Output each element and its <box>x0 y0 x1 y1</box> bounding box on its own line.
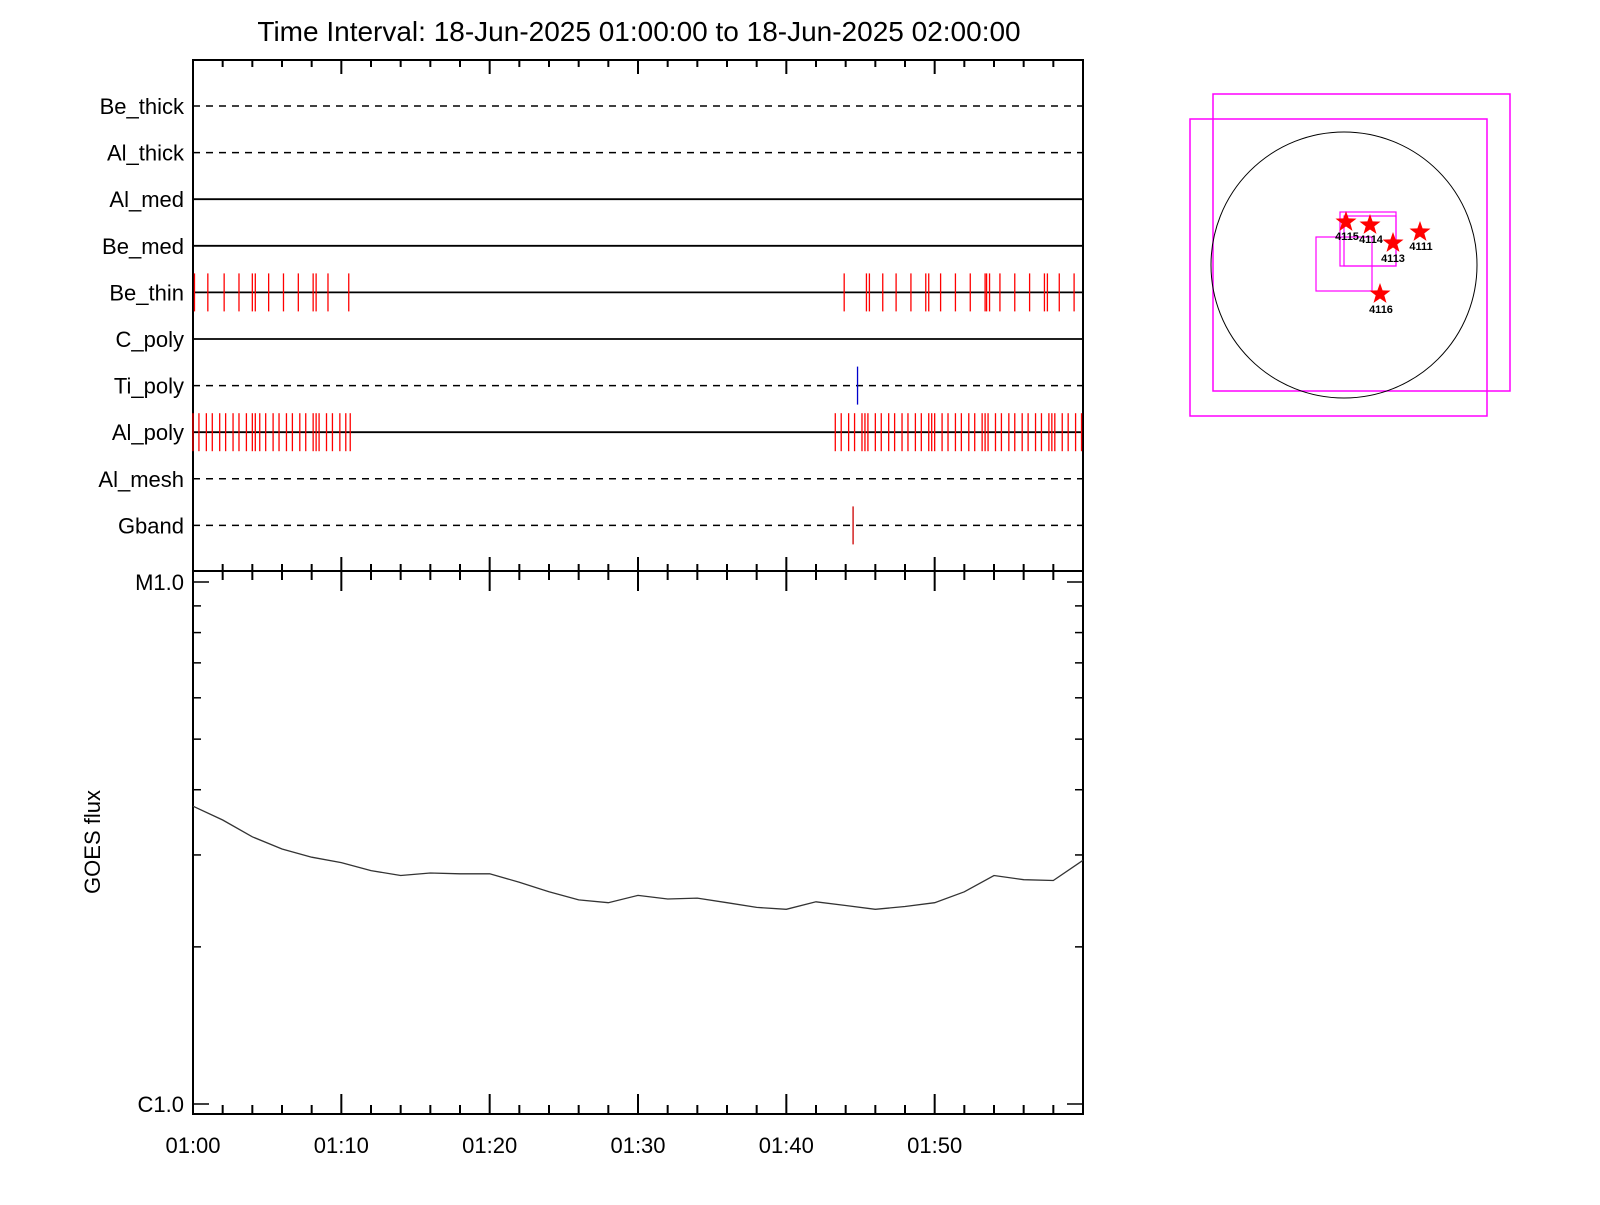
fov-box <box>1189 118 1488 417</box>
x-tick-label: 01:00 <box>165 1133 220 1158</box>
goes-flux-line <box>192 805 1084 910</box>
channel-al-mesh: Al_mesh <box>98 467 1083 492</box>
channel-label: Be_thin <box>109 280 184 305</box>
star-marker <box>1359 214 1381 234</box>
channel-label: Be_thick <box>100 94 185 119</box>
active-region-label: 4113 <box>1381 253 1405 265</box>
filter-panel: Be_thick Al_thick Al_med Be_med Be_thin C_pol… <box>98 59 1084 572</box>
chart-title: Time Interval: 18-Jun-2025 01:00:00 to 1… <box>257 16 1020 47</box>
channel-ti-poly: Ti_poly <box>114 366 1083 405</box>
channel-label: Gband <box>118 513 184 538</box>
active-region-label: 4116 <box>1369 304 1393 316</box>
channel-al-thick: Al_thick <box>107 141 1083 166</box>
channel-label: C_poly <box>116 327 184 352</box>
x-tick-label: 01:20 <box>462 1133 517 1158</box>
star-marker <box>1382 232 1404 252</box>
star-marker <box>1335 211 1357 231</box>
active-region-4114: 4114 <box>1359 214 1384 246</box>
filter-panel-frame <box>192 59 1084 572</box>
goes-panel: 01:00 01:10 01:20 01:30 01:40 01:50 M1.0 C1.0 <box>135 570 1084 1158</box>
channel-label: Be_med <box>102 234 184 259</box>
channel-be-thick: Be_thick <box>100 94 1083 119</box>
solar-disk <box>1210 131 1478 399</box>
goes-y-axis-label: GOES flux <box>80 790 105 894</box>
fov-box <box>1315 236 1373 292</box>
channel-be-med: Be_med <box>102 234 1083 259</box>
channel-be-thin: Be_thin <box>109 273 1083 312</box>
channel-label: Al_poly <box>112 420 184 445</box>
star-marker <box>1369 283 1391 303</box>
active-region-label: 4115 <box>1335 231 1359 243</box>
active-region-label: 4111 <box>1409 241 1432 253</box>
channel-label: Al_mesh <box>98 467 184 492</box>
channel-label: Ti_poly <box>114 374 184 399</box>
x-tick-label: 01:30 <box>610 1133 665 1158</box>
channel-al-med: Al_med <box>109 187 1083 212</box>
active-region-4111: 4111 <box>1409 221 1433 253</box>
active-region-4113: 4113 <box>1381 232 1405 265</box>
channel-c-poly: C_poly <box>116 327 1083 352</box>
channel-label: Al_med <box>109 187 184 212</box>
x-tick-label: 01:50 <box>907 1133 962 1158</box>
active-region-label: 4114 <box>1359 234 1384 246</box>
goes-panel-frame <box>192 570 1084 1115</box>
star-marker <box>1409 221 1431 241</box>
channel-label: Al_thick <box>107 141 185 166</box>
y-tick-label: C1.0 <box>138 1092 184 1117</box>
active-region-4116: 4116 <box>1369 283 1393 316</box>
channel-gband: Gband <box>118 506 1083 545</box>
y-tick-label: M1.0 <box>135 570 184 595</box>
x-tick-label: 01:10 <box>314 1133 369 1158</box>
x-tick-label: 01:40 <box>759 1133 814 1158</box>
sun-map: 4115 4114 4113 4111 4116 <box>1189 93 1511 417</box>
channel-al-poly: Al_poly <box>112 413 1083 452</box>
active-region-4115: 4115 <box>1335 211 1359 243</box>
